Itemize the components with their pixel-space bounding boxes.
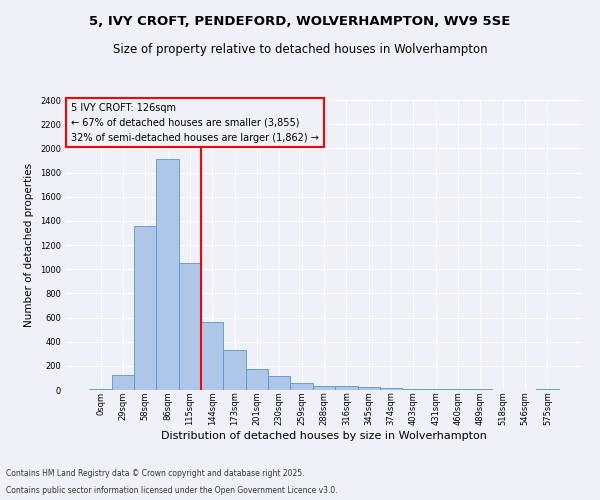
Bar	[157, 159, 179, 390]
Text: 5, IVY CROFT, PENDEFORD, WOLVERHAMPTON, WV9 5SE: 5, IVY CROFT, PENDEFORD, WOLVERHAMPTON, …	[89, 15, 511, 28]
Text: Contains HM Land Registry data © Crown copyright and database right 2025.: Contains HM Land Registry data © Crown c…	[6, 468, 305, 477]
Bar	[223, 350, 246, 390]
Bar	[134, 226, 157, 390]
Bar	[380, 388, 402, 390]
Bar	[246, 370, 268, 390]
Bar	[313, 386, 335, 390]
Bar	[290, 383, 313, 390]
Text: Contains public sector information licensed under the Open Government Licence v3: Contains public sector information licen…	[6, 486, 338, 495]
Bar	[201, 322, 223, 390]
Bar	[89, 389, 112, 390]
Bar	[358, 387, 380, 390]
Bar	[179, 262, 201, 390]
Text: Size of property relative to detached houses in Wolverhampton: Size of property relative to detached ho…	[113, 42, 487, 56]
Bar	[268, 376, 290, 390]
Y-axis label: Number of detached properties: Number of detached properties	[25, 163, 34, 327]
Bar	[335, 386, 358, 390]
Bar	[112, 375, 134, 390]
Bar	[536, 389, 559, 390]
X-axis label: Distribution of detached houses by size in Wolverhampton: Distribution of detached houses by size …	[161, 431, 487, 441]
Text: 5 IVY CROFT: 126sqm
← 67% of detached houses are smaller (3,855)
32% of semi-det: 5 IVY CROFT: 126sqm ← 67% of detached ho…	[71, 103, 319, 142]
